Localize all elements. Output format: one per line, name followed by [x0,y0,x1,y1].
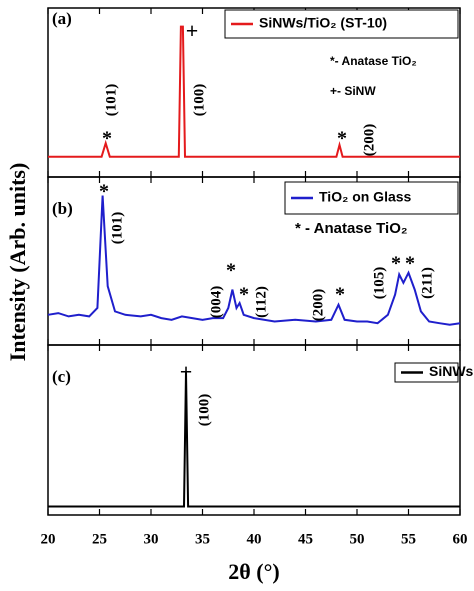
annotation: (105) [371,267,387,300]
x-tick-label: 25 [92,531,107,547]
annotation: * [405,253,415,275]
x-axis-label: 2θ (°) [228,559,279,584]
annotation: * - Anatase TiO₂ [295,220,408,237]
annotation: (200) [361,124,377,157]
annotation: +- SiNW [330,84,376,98]
annotation: * [226,260,236,282]
y-axis-label: Intensity (Arb. units) [5,163,30,362]
legend-box [394,362,459,383]
annotation: * [391,253,401,275]
x-tick-label: 40 [247,531,262,547]
annotation: (200) [310,289,326,322]
annotation: (100) [191,84,207,117]
legend-box [224,9,459,39]
annotation: (101) [109,212,125,245]
annotation: * [337,128,347,150]
x-tick-label: 30 [144,531,159,547]
annotation: (211) [419,267,435,299]
x-tick-label: 55 [401,531,416,547]
x-tick-label: 20 [41,531,56,547]
annotation: + [186,18,199,43]
legend-label: SiNWs [429,363,474,379]
annotation: (101) [103,84,119,117]
x-tick-label: 60 [453,531,468,547]
data-line [48,25,460,158]
annotation: (b) [52,199,73,218]
annotation: * [239,284,249,306]
annotation: * [335,284,345,306]
data-line [47,195,461,326]
legend-box [284,181,459,215]
annotation: (a) [52,9,72,28]
data-line [48,372,460,508]
annotation: + [180,359,193,384]
x-tick-label: 35 [195,531,210,547]
legend-label: TiO₂ on Glass [319,189,412,205]
x-tick-label: 50 [350,531,365,547]
annotation: (004) [208,286,224,319]
annotation: * [99,181,109,203]
annotation: * [102,128,112,150]
x-tick-label: 45 [298,531,313,547]
annotation: (112) [253,286,269,318]
legend-label: SiNWs/TiO₂ (ST-10) [259,15,387,31]
annotation: *- Anatase TiO₂ [330,54,417,68]
annotation: (c) [52,367,71,386]
annotation: (100) [196,394,212,427]
